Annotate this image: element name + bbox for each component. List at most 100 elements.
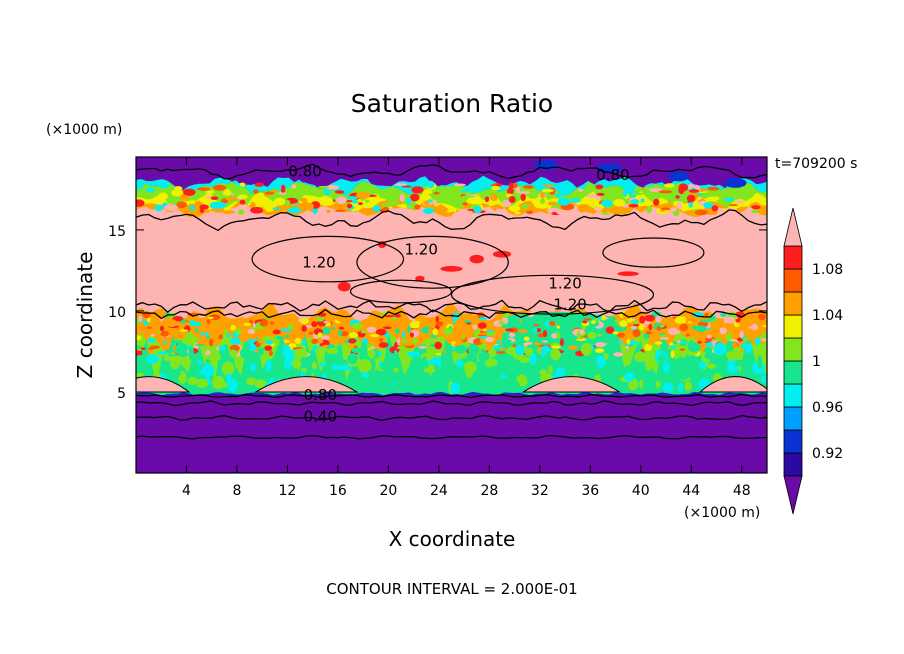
texture-speck (205, 190, 215, 194)
texture-speck (166, 319, 178, 328)
texture-speck (280, 184, 286, 193)
texture-speck (669, 345, 677, 349)
texture-speck (136, 345, 142, 349)
texture-speck (508, 205, 521, 212)
texture-speck (495, 351, 506, 354)
texture-speck (490, 184, 497, 187)
texture-speck (728, 204, 739, 207)
texture-speck (347, 353, 359, 365)
texture-speck (624, 372, 635, 382)
texture-speck (337, 330, 342, 337)
texture-speck (254, 182, 264, 187)
texture-speck (246, 377, 257, 386)
band-moist (136, 202, 767, 325)
texture-speck (443, 194, 454, 203)
texture-speck (542, 184, 554, 187)
texture-speck (517, 191, 531, 194)
texture-speck (230, 337, 241, 345)
texture-speck (533, 324, 540, 327)
texture-speck (272, 329, 281, 335)
texture-speck (668, 171, 690, 182)
chart-title: Saturation Ratio (351, 89, 553, 118)
texture-speck (612, 199, 626, 207)
texture-speck (500, 374, 507, 379)
texture-speck (596, 163, 622, 174)
texture-speck (711, 338, 720, 341)
texture-speck (351, 199, 359, 204)
texture-speck (477, 188, 484, 192)
texture-speck (394, 350, 398, 354)
texture-speck (686, 194, 696, 203)
texture-speck (595, 355, 607, 368)
texture-speck (550, 345, 562, 349)
texture-speck (352, 322, 362, 329)
texture-speck (583, 318, 592, 321)
x-tick-label: 12 (279, 483, 297, 499)
x-tick-label: 20 (379, 483, 397, 499)
texture-speck (462, 195, 475, 198)
texture-speck (739, 330, 744, 338)
texture-speck (493, 345, 502, 350)
texture-speck (160, 330, 169, 337)
texture-speck (601, 212, 611, 215)
texture-speck (458, 323, 465, 328)
texture-speck (587, 331, 597, 339)
contour-line (136, 393, 767, 399)
texture-speck (273, 193, 279, 199)
texture-speck (326, 197, 333, 206)
texture-speck (677, 371, 689, 380)
texture-speck (512, 365, 524, 378)
texture-speck (418, 345, 427, 349)
texture-speck (540, 198, 545, 205)
texture-speck (617, 362, 624, 373)
texture-speck (174, 342, 188, 356)
texture-speck (411, 186, 424, 194)
texture-speck (664, 183, 675, 188)
colorbar-swatch (783, 383, 803, 408)
texture-speck (555, 367, 566, 379)
texture-speck (557, 197, 571, 206)
texture-speck (588, 326, 596, 329)
texture-speck (632, 329, 641, 338)
y-ticks: 5 10 15 (108, 224, 767, 402)
texture-speck (646, 206, 652, 214)
texture-speck (734, 200, 745, 204)
texture-speck (612, 331, 619, 335)
texture-speck (338, 365, 352, 371)
texture-speck (379, 338, 383, 342)
contour-label: 0.80 (304, 386, 337, 404)
texture-speck (696, 325, 707, 333)
texture-speck (275, 335, 284, 340)
texture-speck (568, 345, 578, 350)
texture-speck (277, 192, 287, 195)
texture-speck (440, 265, 463, 272)
texture-speck (337, 281, 351, 292)
texture-speck (179, 329, 189, 333)
contour-label: 1.20 (302, 253, 335, 271)
texture-speck (218, 334, 223, 340)
texture-speck (672, 341, 678, 345)
texture-speck (579, 329, 585, 335)
texture-speck (330, 327, 336, 330)
texture-speck (478, 332, 487, 335)
texture-speck (670, 207, 677, 212)
texture-speck (502, 338, 512, 344)
texture-speck (222, 210, 236, 214)
texture-speck (322, 327, 331, 335)
texture-speck (394, 313, 401, 318)
texture-speck (371, 382, 378, 390)
texture-speck (394, 328, 400, 334)
texture-speck (655, 349, 664, 356)
texture-speck (637, 363, 646, 373)
texture-speck (550, 348, 561, 361)
texture-speck (669, 342, 674, 346)
texture-speck (375, 328, 387, 336)
texture-speck (720, 312, 727, 317)
texture-speck (221, 361, 235, 376)
texture-speck (762, 324, 767, 328)
texture-speck (454, 344, 468, 354)
texture-speck (140, 347, 146, 350)
texture-speck (675, 195, 680, 199)
texture-speck (437, 331, 445, 337)
texture-speck (282, 344, 291, 358)
